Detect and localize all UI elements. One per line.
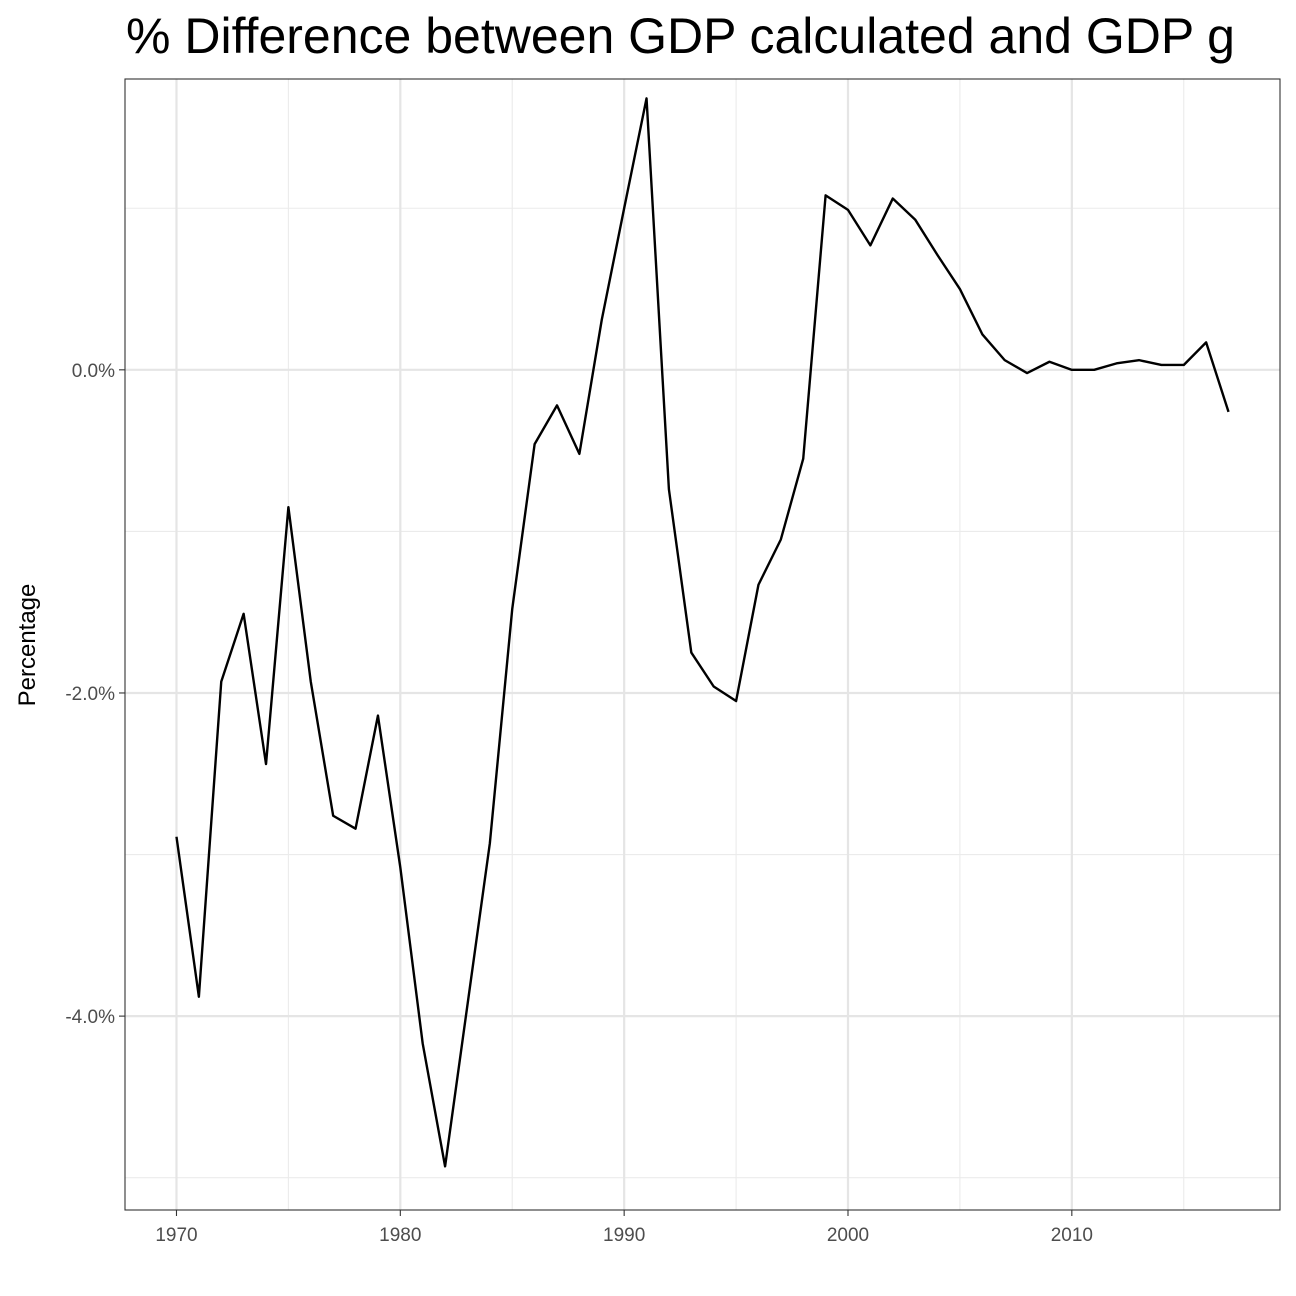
- y-tick-label: 0.0%: [72, 361, 115, 382]
- series-layer: [175, 97, 1230, 1168]
- x-tick-label: 2010: [1051, 1225, 1093, 1246]
- x-axis: 1970 1980 1990 2000 2010: [155, 1210, 1093, 1246]
- x-tick-label: 1970: [155, 1225, 197, 1246]
- major-gridlines: [125, 79, 1280, 1210]
- y-tick-label: -2.0%: [65, 684, 115, 705]
- chart-title: % Difference between GDP calculated and …: [126, 8, 1235, 64]
- y-axis-title: Percentage: [14, 584, 41, 707]
- x-tick-label: 1990: [603, 1225, 645, 1246]
- y-axis: 0.0% -2.0% -4.0%: [65, 361, 125, 1028]
- x-tick-label: 1980: [379, 1225, 421, 1246]
- series-line-0: [175, 97, 1230, 1168]
- y-tick-label: -4.0%: [65, 1007, 115, 1028]
- minor-gridlines: [125, 79, 1280, 1210]
- panel-border: [124, 78, 1281, 1211]
- x-tick-label: 2000: [827, 1225, 869, 1246]
